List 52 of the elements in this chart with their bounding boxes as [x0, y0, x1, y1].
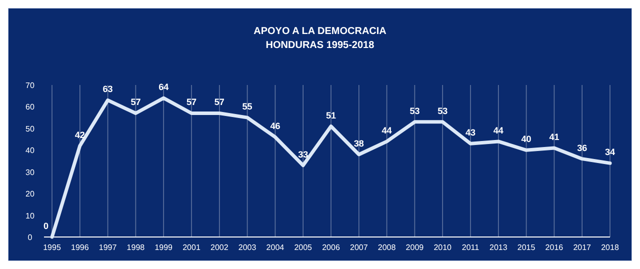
x-tick-label: 2017 — [573, 243, 592, 252]
data-label: 38 — [354, 138, 364, 148]
x-tick-label: 2007 — [350, 243, 368, 252]
y-tick-label: 50 — [26, 124, 35, 134]
x-tick-label: 2013 — [490, 243, 508, 252]
data-label: 51 — [326, 110, 336, 120]
data-label: 63 — [102, 84, 113, 94]
data-label: 40 — [521, 134, 532, 144]
x-tick-label: 2002 — [210, 243, 229, 252]
data-label: 53 — [410, 106, 420, 116]
data-label: 46 — [270, 121, 280, 132]
x-tick-label: 2004 — [266, 243, 285, 252]
x-tick-label: 2006 — [322, 243, 340, 252]
data-label: 57 — [130, 97, 141, 108]
y-tick-label: 70 — [26, 81, 35, 90]
y-tick-label: 30 — [26, 168, 35, 177]
x-tick-label: 2015 — [517, 243, 536, 252]
x-tick-label: 1998 — [126, 243, 146, 252]
data-label: 42 — [74, 130, 85, 140]
chart-title: APOYO A LA DEMOCRACIA — [254, 26, 386, 37]
data-label: 57 — [186, 97, 197, 108]
x-tick-label: 2010 — [434, 243, 452, 252]
data-label: 64 — [158, 82, 169, 92]
x-tick-label: 2009 — [406, 243, 424, 252]
x-tick-label: 2011 — [462, 243, 480, 252]
x-tick-label: 1997 — [98, 243, 118, 252]
x-tick-label: 1996 — [71, 243, 90, 252]
y-tick-label: 20 — [26, 190, 35, 199]
data-label: 41 — [549, 132, 560, 142]
y-tick-label: 0 — [28, 233, 33, 242]
data-label: 43 — [465, 128, 476, 138]
data-label: 44 — [493, 125, 504, 136]
x-tick-label: 2016 — [545, 243, 564, 252]
data-label: 0 — [43, 221, 49, 231]
y-tick-label: 10 — [26, 211, 35, 220]
data-label: 36 — [577, 142, 588, 153]
y-tick-label: 40 — [26, 146, 35, 156]
data-label: 53 — [438, 106, 448, 116]
data-label: 57 — [214, 97, 224, 108]
x-tick-label: 2005 — [294, 243, 313, 252]
chart-subtitle: HONDURAS 1995-2018 — [266, 40, 375, 51]
x-tick-label: 1999 — [154, 243, 174, 252]
x-tick-label: 2001 — [182, 243, 201, 252]
x-tick-label: 1995 — [43, 243, 62, 252]
y-tick-label: 60 — [26, 102, 35, 112]
x-tick-label: 2018 — [601, 243, 620, 252]
data-label: 33 — [298, 149, 308, 160]
x-tick-label: 2008 — [378, 243, 396, 252]
data-label: 34 — [604, 147, 616, 158]
x-tick-label: 2003 — [238, 243, 257, 252]
data-label: 44 — [382, 125, 392, 136]
data-label: 55 — [242, 102, 252, 112]
